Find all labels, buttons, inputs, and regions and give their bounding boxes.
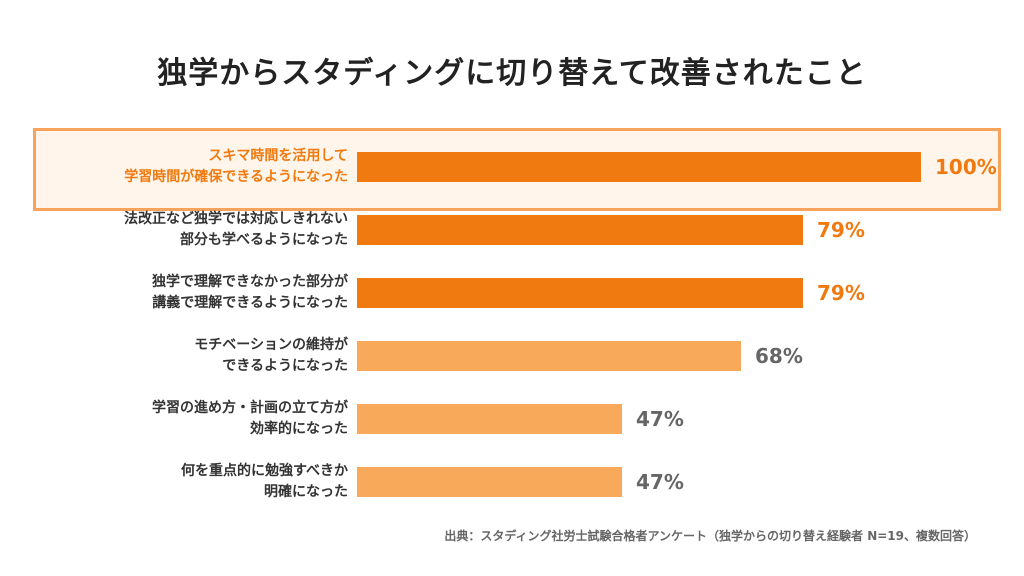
bar (357, 152, 921, 182)
value-label: 68% (755, 344, 803, 368)
value-label: 79% (817, 218, 865, 242)
category-label-line: 学習の進め方・計画の立て方が (152, 400, 348, 416)
category-label-line: 効率的になった (250, 421, 348, 437)
category-label-line: 講義で理解できるようになった (152, 295, 348, 311)
chart-title: 独学からスタディングに切り替えて改善されたこと (157, 56, 867, 91)
category-label-line: 独学で理解できなかった部分が (152, 274, 348, 290)
bar (357, 278, 803, 308)
category-label-line: 法改正など独学では対応しきれない (124, 211, 348, 227)
value-label: 79% (817, 281, 865, 305)
category-label: スキマ時間を活用して学習時間が確保できるようになった (28, 146, 348, 188)
value-label: 100% (935, 155, 997, 179)
category-label: モチベーションの維持ができるようになった (28, 335, 348, 377)
category-label-line: 何を重点的に勉強すべきか (180, 463, 348, 479)
bar (357, 215, 803, 245)
value-label: 47% (636, 407, 684, 431)
category-label-line: できるようになった (222, 358, 348, 374)
category-label-line: 部分も学べるようになった (180, 232, 348, 248)
category-label-line: 学習時間が確保できるようになった (124, 169, 348, 185)
category-label: 独学で理解できなかった部分が 講義で理解できるようになった (28, 272, 348, 314)
category-label-line: モチベーションの維持が (194, 337, 348, 353)
bar (357, 467, 622, 497)
category-label-line: スキマ時間を活用して (208, 148, 348, 164)
bar (357, 341, 741, 371)
category-label-line: 明確になった (264, 484, 348, 500)
category-label: 法改正など独学では対応しきれない部分も学べるようになった (28, 209, 348, 251)
value-label: 47% (636, 470, 684, 494)
category-label: 何を重点的に勉強すべきか明確になった (28, 461, 348, 503)
category-label: 学習の進め方・計画の立て方が効率的になった (28, 398, 348, 440)
source-note: 出典：スタディング社労士試験合格者アンケート（独学からの切り替え経験者 N=19… (444, 529, 976, 543)
bar (357, 404, 622, 434)
